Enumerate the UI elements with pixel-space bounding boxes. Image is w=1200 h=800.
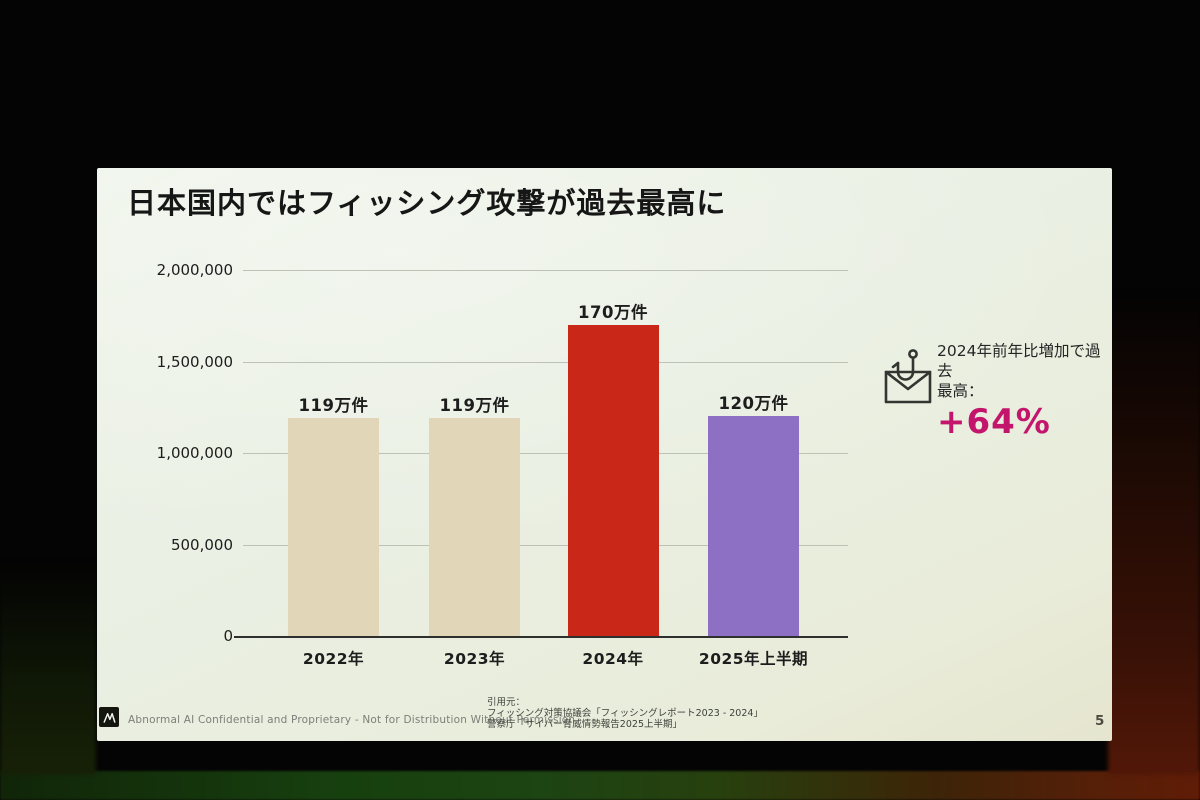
y-axis-tick: 1,500,000 [156, 352, 233, 371]
callout-value: +64% [937, 402, 1051, 442]
gridline [243, 453, 848, 454]
bar-2022年 [288, 418, 379, 636]
abnormal-logo [99, 707, 119, 727]
bar-chart: 119万件 2022年 119万件 2023年 170万件 2024年 120万件 2025年… [234, 270, 848, 668]
gridline [243, 270, 848, 271]
ambient-glow-left [0, 560, 96, 775]
citation-heading: 引用元： [487, 697, 526, 708]
slide-title: 日本国内ではフィッシング攻撃が過去最高に [127, 186, 727, 220]
callout-line2: 最高： [937, 382, 984, 400]
gridline [243, 361, 848, 363]
confidential-notice: Abnormal AI Confidential and Proprietary… [128, 714, 579, 726]
bar-value-label: 119万件 [439, 396, 510, 416]
presentation-slide: 日本国内ではフィッシング攻撃が過去最高に 119万件 2022年 119万件 2023… [97, 168, 1112, 741]
y-axis-tick: 0 [223, 627, 233, 645]
x-axis-tick: 2023年 [443, 650, 506, 668]
callout-line1: 2024年前年比増加で過去 [937, 342, 1101, 380]
ambient-glow-bottom [0, 771, 1200, 800]
y-axis-tick: 1,000,000 [156, 444, 233, 462]
x-axis-tick: 2022年 [302, 650, 365, 668]
citation-line1: フィッシング対策協議会「フィッシングレポート2023 - 2024」 [487, 708, 763, 719]
bar-value-label: 170万件 [578, 302, 648, 322]
x-axis-tick: 2025年上半期 [698, 650, 809, 668]
page-number: 5 [1095, 713, 1105, 729]
envelope-fishhook-icon [880, 348, 936, 410]
bar-2025年上半期 [708, 416, 799, 636]
bar-2023年 [429, 418, 520, 636]
x-axis-line [234, 636, 848, 638]
bar-2024年 [567, 324, 659, 636]
bar-value-label: 119万件 [298, 396, 369, 416]
citation-line2: 警察庁「サイバー脅威情勢報告2025上半期」 [487, 719, 682, 730]
gridline [243, 544, 848, 546]
ambient-glow-right [1108, 290, 1200, 775]
bar-value-label: 120万件 [718, 394, 789, 414]
source-citation: 引用元： フィッシング対策協議会「フィッシングレポート2023 - 2024」 … [487, 697, 763, 730]
y-axis-tick: 500,000 [170, 535, 233, 554]
y-axis-tick: 2,000,000 [156, 261, 233, 279]
x-axis-tick: 2024年 [582, 650, 644, 668]
callout-text: 2024年前年比増加で過去 最高： +64% [937, 341, 1112, 440]
